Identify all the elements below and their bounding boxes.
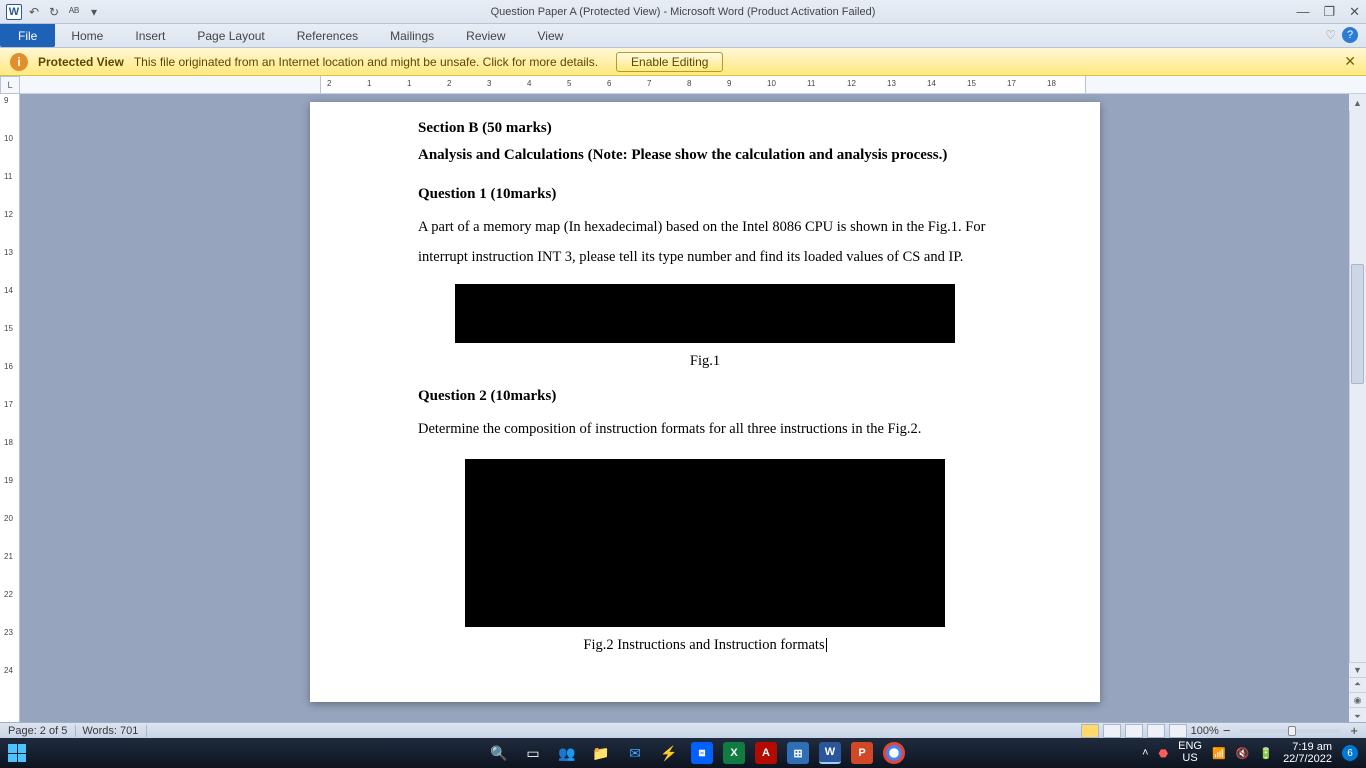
tab-page-layout[interactable]: Page Layout [181, 24, 280, 47]
wifi-icon[interactable]: 📶 [1212, 747, 1226, 760]
windows-taskbar: 🔍 ▭ 👥 📁 ✉ ⚡ ⧈ X A ⊞ W P ˄ ⬣ ENGUS 📶 🔇 🔋 … [0, 738, 1366, 768]
figure-2-debug: C:\>debug32 Debug32 - Version 1.0 - Copy… [465, 459, 945, 627]
file-tab[interactable]: File [0, 24, 55, 47]
start-button-left[interactable] [8, 744, 26, 762]
ruler-row: L 211234567891011121314151718 [0, 76, 1366, 94]
document-viewport[interactable]: Section B (50 marks) Analysis and Calcul… [20, 94, 1366, 722]
chrome-icon[interactable] [883, 742, 905, 764]
volume-icon[interactable]: 🔇 [1236, 747, 1250, 760]
powerpoint-icon[interactable]: P [851, 742, 873, 764]
scroll-thumb[interactable] [1351, 264, 1364, 384]
title-bar: W ↶ ↻ ᴬᴮ ▾ Question Paper A (Protected V… [0, 0, 1366, 24]
figure-1-caption: Fig.1 [418, 353, 992, 370]
document-page: Section B (50 marks) Analysis and Calcul… [310, 102, 1100, 702]
taskbar-center: 🔍 ▭ 👥 📁 ✉ ⚡ ⧈ X A ⊞ W P [461, 741, 905, 765]
tab-mailings[interactable]: Mailings [374, 24, 450, 47]
minimize-button[interactable]: — [1296, 4, 1309, 20]
search-icon[interactable]: 🔍 [487, 741, 511, 765]
spellcheck-button[interactable]: ᴬᴮ [66, 4, 82, 20]
shield-icon: i [10, 53, 28, 71]
question-2-body: Determine the composition of instruction… [418, 415, 992, 445]
status-page[interactable]: Page: 2 of 5 [8, 725, 76, 737]
vertical-ruler[interactable]: 9101112131415161718192021222324 [0, 94, 20, 722]
question-1-body: A part of a memory map (In hexadecimal) … [418, 213, 992, 272]
tray-security-icon[interactable]: ⬣ [1159, 747, 1169, 760]
mail-icon[interactable]: ✉ [623, 741, 647, 765]
tray-chevron-icon[interactable]: ˄ [1142, 747, 1148, 759]
next-page-icon[interactable]: 🞃 [1349, 707, 1366, 722]
word-taskbar-icon[interactable]: W [819, 742, 841, 764]
tab-view[interactable]: View [522, 24, 580, 47]
scroll-down-icon[interactable]: ▼ [1349, 662, 1366, 677]
view-full-screen-button[interactable] [1103, 724, 1121, 738]
zoom-out-button[interactable]: − [1223, 723, 1231, 738]
dropbox-icon[interactable]: ⧈ [691, 742, 713, 764]
tray-language[interactable]: ENGUS [1178, 741, 1202, 764]
teams-icon[interactable]: 👥 [555, 741, 579, 765]
tray-clock[interactable]: 7:19 am22/7/2022 [1283, 741, 1332, 765]
acrobat-icon[interactable]: A [755, 742, 777, 764]
tab-review[interactable]: Review [450, 24, 521, 47]
protected-view-message[interactable]: This file originated from an Internet lo… [134, 55, 598, 69]
view-web-layout-button[interactable] [1125, 724, 1143, 738]
window-title: Question Paper A (Protected View) - Micr… [491, 6, 876, 18]
battery-icon[interactable]: 🔋 [1259, 747, 1273, 760]
excel-icon[interactable]: X [723, 742, 745, 764]
status-words[interactable]: Words: 701 [82, 725, 147, 737]
ribbon-minimize-icon[interactable]: ♡ [1325, 28, 1336, 42]
protected-view-bar: i Protected View This file originated fr… [0, 48, 1366, 76]
view-draft-button[interactable] [1169, 724, 1187, 738]
vertical-scrollbar[interactable]: ▲ ▼ 🞁 ◉ 🞃 [1349, 94, 1366, 722]
word-app-icon: W [6, 4, 22, 20]
tab-references[interactable]: References [281, 24, 374, 47]
browse-object-nav: ▼ 🞁 ◉ 🞃 [1349, 662, 1366, 722]
qat-customize-icon[interactable]: ▾ [86, 4, 102, 20]
enable-editing-button[interactable]: Enable Editing [616, 52, 723, 72]
question-2-title: Question 2 (10marks) [418, 388, 992, 405]
notification-badge[interactable]: 6 [1342, 745, 1358, 761]
file-explorer-icon[interactable]: 📁 [589, 741, 613, 765]
figure-2-caption: Fig.2 Instructions and Instruction forma… [418, 637, 992, 654]
protected-view-close-icon[interactable]: ✕ [1344, 53, 1356, 70]
view-outline-button[interactable] [1147, 724, 1165, 738]
zoom-slider-thumb[interactable] [1288, 726, 1296, 736]
horizontal-ruler[interactable]: 211234567891011121314151718 [20, 76, 1366, 93]
figure-1-hexdump: 0000:0000 D0 5A A2 01 08 00 70 00-96 5D … [455, 284, 955, 343]
protected-view-label: Protected View [38, 55, 124, 69]
prev-page-icon[interactable]: 🞁 [1349, 677, 1366, 692]
close-button[interactable]: ✕ [1349, 4, 1360, 20]
document-area: 9101112131415161718192021222324 Section … [0, 94, 1366, 722]
ribbon-tabs: File Home Insert Page Layout References … [0, 24, 1366, 48]
store-icon[interactable]: ⊞ [787, 742, 809, 764]
section-title: Section B (50 marks) [418, 120, 992, 137]
tab-home[interactable]: Home [55, 24, 119, 47]
ruler-corner[interactable]: L [0, 76, 20, 94]
quick-access-toolbar: W ↶ ↻ ᴬᴮ ▾ [0, 4, 102, 20]
zoom-slider[interactable] [1240, 729, 1340, 733]
start-button[interactable] [461, 745, 477, 761]
maximize-button[interactable]: ❐ [1323, 4, 1335, 20]
status-bar: Page: 2 of 5 Words: 701 100% − + [0, 722, 1366, 738]
app-icon-1[interactable]: ⚡ [657, 741, 681, 765]
question-1-title: Question 1 (10marks) [418, 186, 992, 203]
zoom-level-label[interactable]: 100% [1191, 725, 1219, 737]
task-view-icon[interactable]: ▭ [521, 741, 545, 765]
scroll-up-icon[interactable]: ▲ [1349, 94, 1366, 111]
browse-object-icon[interactable]: ◉ [1349, 692, 1366, 707]
zoom-in-button[interactable]: + [1350, 723, 1358, 738]
tab-insert[interactable]: Insert [119, 24, 181, 47]
help-icon[interactable]: ? [1342, 27, 1358, 43]
system-tray: ˄ ⬣ ENGUS 📶 🔇 🔋 7:19 am22/7/2022 6 [1142, 741, 1358, 765]
undo-button[interactable]: ↶ [26, 4, 42, 20]
redo-button[interactable]: ↻ [46, 4, 62, 20]
view-print-layout-button[interactable] [1081, 724, 1099, 738]
section-subtitle: Analysis and Calculations (Note: Please … [418, 147, 992, 164]
